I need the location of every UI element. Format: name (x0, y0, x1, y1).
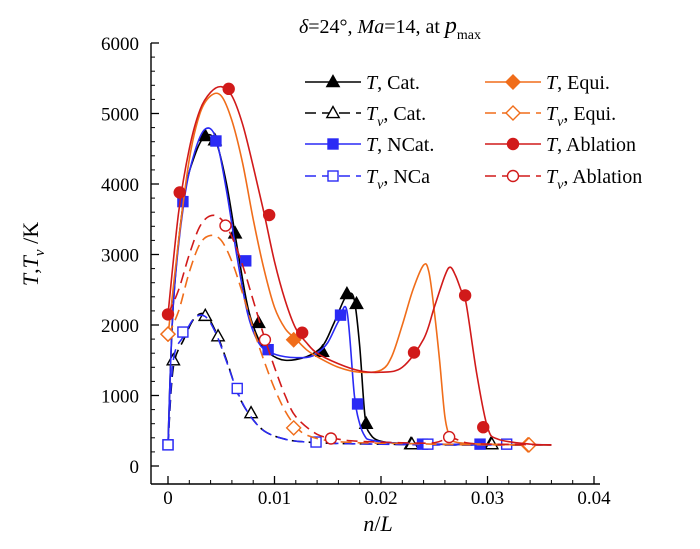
x-tick-label: 0 (163, 488, 173, 509)
data-point (243, 405, 259, 419)
x-tick-label: 0.02 (364, 488, 397, 509)
data-point (258, 333, 272, 347)
data-point (407, 346, 421, 359)
series-1 (165, 307, 552, 450)
legend-label: Tv, Ablation (546, 166, 642, 193)
y-ticks: 0 1000 2000 3000 4000 5000 6000 (101, 34, 159, 478)
legend-entry: Tv, Cat. (305, 103, 426, 130)
legend-label: Tv, Equi. (546, 103, 616, 130)
y-tick-label: 2000 (101, 316, 139, 337)
data-point (240, 255, 252, 267)
data-point (262, 208, 276, 222)
legend-marker (506, 137, 520, 151)
data-point (177, 326, 189, 338)
data-point (310, 436, 322, 448)
legend-label: Tv, Cat. (366, 103, 426, 130)
series-4 (160, 92, 552, 453)
y-tick-label: 1000 (101, 387, 139, 408)
legend-marker (327, 170, 339, 182)
series-3 (162, 314, 552, 451)
legend-entry: T, NCat. (305, 134, 434, 156)
series-line (167, 85, 552, 446)
title-part: Ma (357, 16, 385, 38)
data-point (358, 415, 374, 429)
series-group (160, 82, 552, 453)
legend-label: T, Ablation (546, 134, 636, 156)
y-label-comma: , (18, 268, 43, 274)
data-point (349, 295, 364, 310)
legend-marker (327, 138, 339, 150)
legend-entry: Tv, Equi. (485, 103, 616, 130)
legend-label: T, Equi. (546, 72, 610, 94)
y-tick-label: 4000 (101, 175, 139, 196)
data-point (160, 326, 176, 343)
data-point (477, 421, 490, 434)
data-point (521, 436, 538, 453)
y-label-t: T (18, 272, 43, 286)
data-point (295, 326, 309, 339)
legend-entry: T, Ablation (485, 134, 636, 156)
series-line (167, 127, 552, 446)
series-6 (161, 82, 552, 446)
data-point (339, 286, 355, 300)
data-point (173, 186, 186, 199)
data-point (351, 398, 364, 410)
legend-entry: Tv, Ablation (485, 166, 642, 193)
x-ticks: 0 0.01 0.02 0.03 0.04 (163, 476, 611, 509)
series-line (167, 92, 552, 446)
data-point (285, 419, 302, 436)
x-tick-label: 0.01 (258, 488, 291, 509)
chart-title: δ=24°, Ma=14, at pmax (299, 13, 481, 43)
data-point (334, 309, 347, 321)
x-label-n: n (363, 511, 374, 536)
title-part: δ (299, 16, 309, 38)
y-tick-label: 5000 (101, 105, 139, 126)
data-point (484, 436, 500, 450)
data-point (231, 382, 243, 395)
data-point (442, 430, 456, 444)
legend-entry: T, Cat. (305, 72, 420, 94)
legend-marker (325, 105, 341, 119)
data-point (227, 225, 243, 239)
legend-label: Tv, NCa (366, 166, 430, 193)
legend-entry: Tv, NCa (305, 166, 430, 193)
series-line (167, 214, 552, 446)
legend-label: T, NCat. (366, 134, 434, 156)
data-point (219, 219, 232, 232)
data-point (222, 82, 235, 96)
y-tick-label: 3000 (101, 246, 139, 267)
y-tick-label: 0 (130, 457, 140, 478)
legend-entry: T, Equi. (485, 72, 610, 94)
y-tick-label: 6000 (101, 34, 139, 55)
data-point (251, 314, 266, 329)
title-part: p (443, 13, 457, 39)
legend-marker (505, 74, 521, 90)
x-axis-label: n/L (363, 511, 392, 536)
x-tick-label: 0.03 (471, 488, 504, 509)
data-point (324, 432, 338, 445)
data-point (197, 128, 213, 142)
x-tick-label: 0.04 (577, 488, 611, 509)
series-7 (167, 214, 552, 446)
legend-marker (325, 74, 341, 88)
legend-marker (506, 169, 520, 183)
data-point (162, 439, 174, 451)
y-label-tv: T (18, 254, 43, 268)
x-label-sep: / (374, 511, 381, 536)
axes (150, 43, 600, 485)
x-label-l: L (379, 511, 392, 536)
legend: T, Cat. Tv, Cat. T, NCat. Tv, NCa T, Equi. Tv… (305, 72, 642, 193)
data-point (210, 328, 226, 342)
legend-label: T, Cat. (366, 72, 420, 94)
title-part: =14, at (384, 16, 445, 38)
title-subscript: max (457, 28, 481, 43)
y-label-unit: /K (18, 222, 43, 250)
title-part: =24°, (308, 16, 357, 38)
y-label-tv-sub: v (32, 249, 48, 256)
data-point (458, 289, 472, 302)
y-axis-label: T,Tv /K (18, 222, 48, 286)
data-point (210, 135, 222, 147)
legend-marker (505, 105, 521, 121)
